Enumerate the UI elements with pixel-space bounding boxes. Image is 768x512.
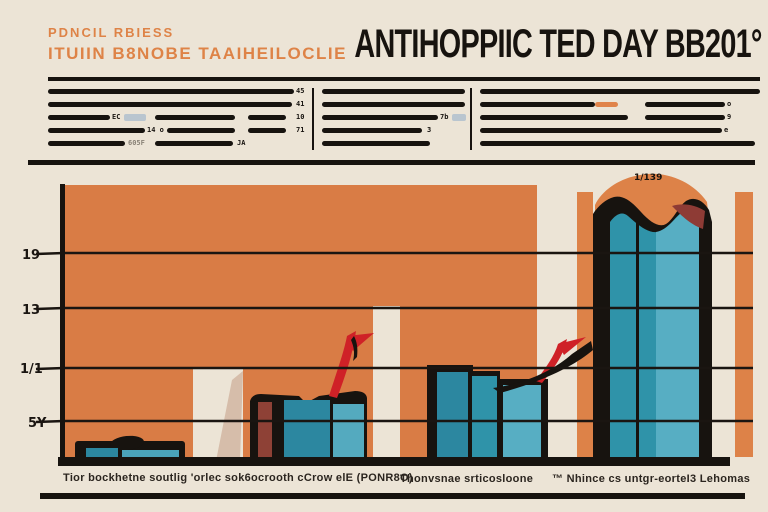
ytick-13: 13 — [22, 303, 40, 318]
greek-line — [480, 141, 755, 146]
greek-num: 605F — [128, 139, 145, 147]
greek-line — [645, 102, 725, 107]
greek-line — [480, 128, 722, 133]
bar-4-maroon-pocket — [672, 204, 705, 229]
bar-2 — [250, 391, 367, 461]
masthead-title: ANTIHOPPIIC TED DAY BB201° — [354, 22, 763, 67]
greek-num: 9 — [727, 113, 732, 121]
greek-line — [322, 128, 422, 133]
title-suffix: BB201° — [665, 22, 763, 66]
greek-num: 71 — [296, 126, 305, 134]
greek-line — [322, 102, 465, 107]
bottom-rule — [40, 493, 745, 499]
greek-line — [48, 89, 294, 94]
y-axis — [60, 184, 65, 463]
greek-line — [48, 141, 125, 146]
greek-num: e — [724, 126, 729, 134]
greek-line — [480, 115, 628, 120]
greek-line — [248, 128, 286, 133]
greek-num: 10 — [296, 113, 305, 121]
strip-shadow — [216, 371, 243, 461]
black-swoosh — [493, 341, 593, 393]
highlight-chip — [452, 114, 466, 121]
greek-line — [48, 128, 145, 133]
ytick-17: 1/1 — [20, 362, 43, 377]
orange-strip-right — [735, 192, 753, 457]
tick-stub-3 — [35, 366, 65, 371]
greek-num: JA — [237, 139, 246, 147]
greek-line — [322, 89, 465, 94]
greek-num: 41 — [296, 100, 305, 108]
x-axis — [58, 457, 730, 466]
bar-3 — [427, 365, 548, 461]
kicker-line-1: PDNCIL RBIESS — [48, 25, 175, 40]
ytick-19: 19 — [22, 248, 40, 263]
highlight-chip — [124, 114, 146, 121]
gridlines — [35, 251, 753, 424]
greek-line — [167, 128, 235, 133]
bar-1-ink-blob — [110, 435, 144, 451]
greek-line — [48, 102, 292, 107]
greek-line — [155, 115, 235, 120]
header-rule — [48, 77, 760, 81]
greek-line — [322, 115, 438, 120]
caption-left: Tior bockhetne soutlig 'orlec sok6ocroot… — [63, 472, 413, 484]
ytick-5y: 5Y — [28, 416, 47, 431]
greek-line — [48, 115, 110, 120]
tick-stub-1 — [35, 251, 65, 256]
column-divider-1 — [312, 88, 314, 150]
greek-line — [645, 115, 725, 120]
caption-right: ™ Nhince cs untgr-eorteI3 Lehomas — [552, 473, 751, 485]
greek-line — [248, 115, 286, 120]
kicker-text: PDNCIL RBIESS ITUIIN B8NOBE TAAIHEILOCLI… — [48, 26, 347, 62]
greek-line — [322, 141, 430, 146]
greek-num: o — [727, 100, 732, 108]
bar-2-maroon-stripe — [258, 402, 272, 461]
bar-4 — [593, 196, 712, 461]
greek-line — [480, 102, 595, 107]
greek-num: EC — [112, 113, 121, 121]
top-divider-rule — [28, 160, 755, 165]
kicker-line-2: ITUIIN B8NOBE TAAIHEILOCLIE — [48, 44, 347, 63]
tick-stub-4 — [35, 419, 65, 424]
bar-4-scribble-label: 1/139 — [634, 173, 662, 183]
greek-line-orange — [595, 102, 618, 107]
greek-num: 45 — [296, 87, 305, 95]
red-arrow-2 — [536, 337, 586, 383]
greek-line — [480, 89, 760, 94]
tick-stub-2 — [35, 306, 65, 311]
title-text: ANTIHOPPIIC TED DAY — [354, 22, 659, 66]
greek-line — [155, 141, 233, 146]
greek-num: 3 — [427, 126, 432, 134]
column-divider-2 — [470, 88, 472, 150]
caption-mid: Thonvsnae srticosloone — [400, 473, 534, 485]
greek-num: 14 o — [147, 126, 164, 134]
orange-strip-left-of-bar4 — [577, 192, 593, 461]
cream-strip-2 — [373, 306, 400, 461]
bar-4-inner-line — [636, 216, 639, 461]
greek-num: 7b — [440, 113, 449, 121]
red-arrow-1 — [329, 331, 374, 398]
bar-4-light-band — [656, 210, 699, 461]
